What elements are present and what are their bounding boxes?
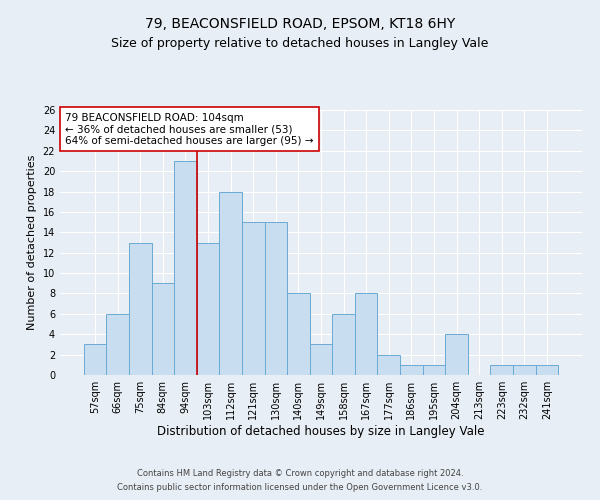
- Bar: [106, 314, 129, 375]
- Bar: [197, 242, 220, 375]
- Text: Size of property relative to detached houses in Langley Vale: Size of property relative to detached ho…: [112, 38, 488, 51]
- Bar: [490, 365, 513, 375]
- Text: Contains HM Land Registry data © Crown copyright and database right 2024.: Contains HM Land Registry data © Crown c…: [137, 468, 463, 477]
- Bar: [445, 334, 468, 375]
- Text: 79 BEACONSFIELD ROAD: 104sqm
← 36% of detached houses are smaller (53)
64% of se: 79 BEACONSFIELD ROAD: 104sqm ← 36% of de…: [65, 112, 314, 146]
- Y-axis label: Number of detached properties: Number of detached properties: [27, 155, 37, 330]
- X-axis label: Distribution of detached houses by size in Langley Vale: Distribution of detached houses by size …: [157, 425, 485, 438]
- Bar: [287, 294, 310, 375]
- Text: 79, BEACONSFIELD ROAD, EPSOM, KT18 6HY: 79, BEACONSFIELD ROAD, EPSOM, KT18 6HY: [145, 18, 455, 32]
- Bar: [265, 222, 287, 375]
- Bar: [220, 192, 242, 375]
- Bar: [242, 222, 265, 375]
- Bar: [377, 354, 400, 375]
- Bar: [400, 365, 422, 375]
- Bar: [174, 161, 197, 375]
- Bar: [422, 365, 445, 375]
- Bar: [536, 365, 558, 375]
- Bar: [355, 294, 377, 375]
- Bar: [513, 365, 536, 375]
- Bar: [129, 242, 152, 375]
- Bar: [152, 284, 174, 375]
- Bar: [310, 344, 332, 375]
- Bar: [84, 344, 106, 375]
- Text: Contains public sector information licensed under the Open Government Licence v3: Contains public sector information licen…: [118, 484, 482, 492]
- Bar: [332, 314, 355, 375]
